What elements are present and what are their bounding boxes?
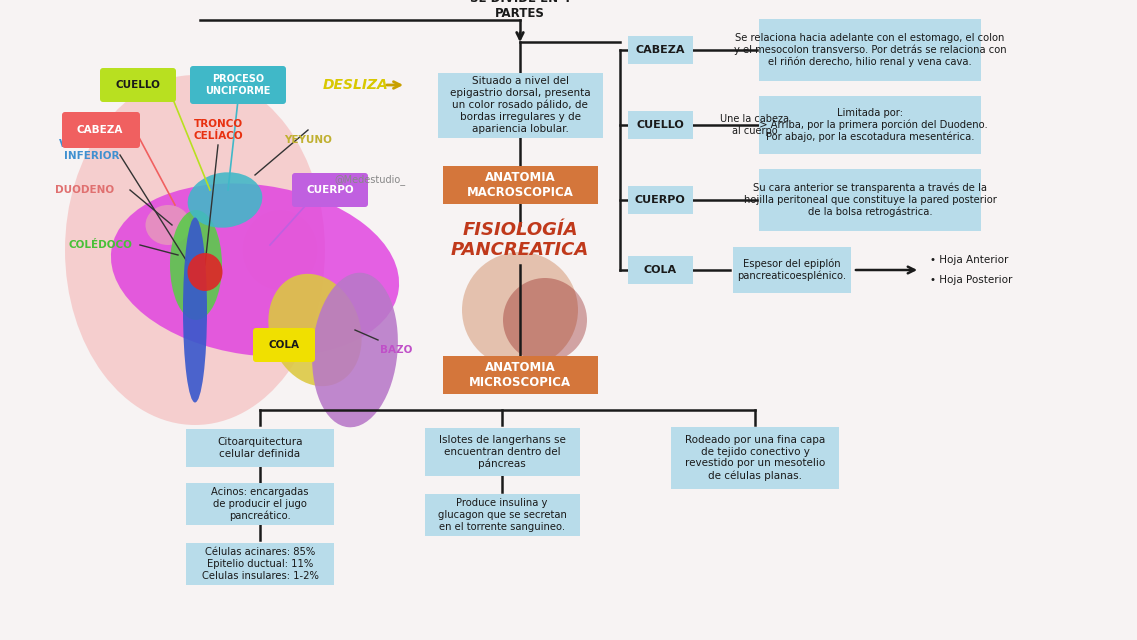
- Text: ANATOMIA
MICROSCOPICA: ANATOMIA MICROSCOPICA: [468, 361, 571, 389]
- FancyBboxPatch shape: [671, 427, 839, 489]
- Text: DESLIZA: DESLIZA: [323, 78, 389, 92]
- FancyBboxPatch shape: [760, 96, 981, 154]
- Text: CUERPO: CUERPO: [634, 195, 686, 205]
- Text: CUELLO: CUELLO: [636, 120, 683, 130]
- FancyBboxPatch shape: [628, 186, 692, 214]
- FancyBboxPatch shape: [254, 328, 315, 362]
- Text: Situado a nivel del
epigastrio dorsal, presenta
un color rosado pálido, de
borda: Situado a nivel del epigastrio dorsal, p…: [450, 77, 590, 134]
- FancyBboxPatch shape: [424, 428, 580, 476]
- Text: VENA CAVA
INFERIOR: VENA CAVA INFERIOR: [59, 139, 125, 161]
- Text: Se relaciona hacia adelante con el estomago, el colon
y el mesocolon transverso.: Se relaciona hacia adelante con el estom…: [733, 33, 1006, 67]
- FancyBboxPatch shape: [628, 36, 692, 64]
- Text: CABEZA: CABEZA: [77, 125, 123, 135]
- Text: COLA: COLA: [644, 265, 677, 275]
- Text: COLÉDOCO: COLÉDOCO: [68, 240, 132, 250]
- Text: Rodeado por una fina capa
de tejido conectivo y
revestido por un mesotelio
de cé: Rodeado por una fina capa de tejido cone…: [684, 435, 825, 481]
- Text: YEYUNO: YEYUNO: [284, 135, 332, 145]
- FancyBboxPatch shape: [438, 72, 603, 138]
- Text: Células acinares: 85%
Epitelio ductual: 11%
Celulas insulares: 1-2%: Células acinares: 85% Epitelio ductual: …: [201, 547, 318, 580]
- Text: Espesor del epiplón
pancreaticoesplénico.: Espesor del epiplón pancreaticoesplénico…: [738, 259, 847, 282]
- Text: PROCESO
UNCIFORME: PROCESO UNCIFORME: [206, 74, 271, 96]
- FancyBboxPatch shape: [760, 19, 981, 81]
- Ellipse shape: [111, 184, 399, 356]
- FancyBboxPatch shape: [733, 247, 850, 293]
- FancyBboxPatch shape: [628, 256, 692, 284]
- Text: CABEZA: CABEZA: [636, 45, 684, 55]
- Text: Produce insulina y
glucagon que se secretan
en el torrente sanguineo.: Produce insulina y glucagon que se secre…: [438, 499, 566, 532]
- Text: FISIOLOGÍA
PANCREATICA: FISIOLOGÍA PANCREATICA: [451, 221, 589, 259]
- Text: Islotes de langerhans se
encuentran dentro del
páncreas: Islotes de langerhans se encuentran dent…: [439, 435, 565, 469]
- Circle shape: [503, 278, 587, 362]
- Text: SE DIVIDE EN 4
PARTES: SE DIVIDE EN 4 PARTES: [470, 0, 571, 20]
- Text: ANATOMIA
MACROSCOPICA: ANATOMIA MACROSCOPICA: [466, 171, 573, 199]
- Ellipse shape: [183, 218, 207, 403]
- Text: @Medestudio_: @Medestudio_: [334, 175, 406, 186]
- FancyBboxPatch shape: [628, 111, 692, 139]
- Ellipse shape: [65, 75, 325, 425]
- FancyBboxPatch shape: [100, 68, 176, 102]
- FancyBboxPatch shape: [186, 483, 334, 525]
- FancyBboxPatch shape: [292, 173, 368, 207]
- FancyBboxPatch shape: [442, 166, 598, 204]
- Text: Su cara anterior se transparenta a través de la
hojilla peritoneal que constituy: Su cara anterior se transparenta a travé…: [744, 183, 996, 217]
- Ellipse shape: [188, 253, 223, 291]
- Text: BAZO: BAZO: [380, 345, 413, 355]
- Ellipse shape: [171, 210, 222, 320]
- FancyBboxPatch shape: [186, 429, 334, 467]
- FancyBboxPatch shape: [760, 169, 981, 231]
- Text: Limitada por:
--> Arriba, por la primera porción del Duodeno.
Por abajo, por la : Limitada por: --> Arriba, por la primera…: [752, 108, 988, 142]
- Ellipse shape: [313, 273, 398, 428]
- Text: COLA: COLA: [268, 340, 299, 350]
- Text: DUODENO: DUODENO: [56, 185, 115, 195]
- Ellipse shape: [146, 205, 191, 245]
- Text: Citoarquitectura
celular definida: Citoarquitectura celular definida: [217, 437, 302, 459]
- Text: • Hoja Anterior: • Hoja Anterior: [930, 255, 1009, 265]
- Text: Une la cabeza
al cuerpo: Une la cabeza al cuerpo: [721, 114, 789, 136]
- Text: Acinos: encargadas
de producir el jugo
pancreático.: Acinos: encargadas de producir el jugo p…: [211, 487, 309, 521]
- Ellipse shape: [268, 274, 362, 386]
- FancyBboxPatch shape: [424, 494, 580, 536]
- FancyBboxPatch shape: [63, 112, 140, 148]
- Circle shape: [462, 252, 578, 368]
- Text: TRONCO
CELÍACO: TRONCO CELÍACO: [193, 119, 243, 141]
- Text: CUELLO: CUELLO: [116, 80, 160, 90]
- FancyBboxPatch shape: [442, 356, 598, 394]
- FancyBboxPatch shape: [190, 66, 287, 104]
- FancyBboxPatch shape: [186, 543, 334, 585]
- Ellipse shape: [188, 172, 263, 228]
- Ellipse shape: [242, 210, 317, 290]
- Text: CUERPO: CUERPO: [306, 185, 354, 195]
- Text: • Hoja Posterior: • Hoja Posterior: [930, 275, 1012, 285]
